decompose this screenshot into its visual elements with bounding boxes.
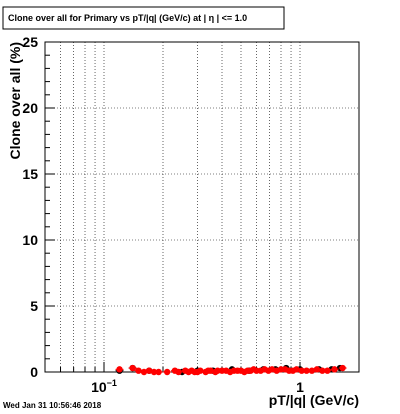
title-box bbox=[2, 6, 285, 30]
y-tick-label: 10 bbox=[22, 232, 38, 248]
data-point bbox=[313, 366, 321, 373]
y-tick-label: 25 bbox=[22, 34, 38, 50]
y-tick-label: 20 bbox=[22, 100, 38, 116]
data-point bbox=[324, 367, 331, 374]
data-point bbox=[116, 366, 123, 373]
y-tick-label: 0 bbox=[30, 364, 38, 380]
y-tick-label: 5 bbox=[30, 298, 38, 314]
x-tick-label: 1 bbox=[296, 379, 304, 395]
x-axis-label: pT/|q| (GeV/c) bbox=[269, 392, 359, 408]
data-point bbox=[129, 364, 136, 372]
points-layer bbox=[115, 364, 347, 376]
x-tick-label: 10−1 bbox=[91, 378, 117, 395]
data-point bbox=[339, 364, 346, 372]
data-point bbox=[155, 368, 162, 376]
y-tick-label: 15 bbox=[22, 166, 38, 182]
data-point bbox=[135, 367, 142, 374]
data-point bbox=[150, 368, 158, 376]
data-point bbox=[175, 368, 182, 376]
data-point bbox=[197, 367, 204, 374]
timestamp: Wed Jan 31 10:56:46 2018 bbox=[3, 401, 102, 410]
data-point bbox=[303, 367, 310, 374]
data-point bbox=[331, 366, 338, 373]
data-point bbox=[163, 368, 171, 376]
data-point bbox=[319, 367, 326, 374]
data-point bbox=[298, 367, 305, 374]
chart-title: Clone over all for Primary vs pT/|q| (Ge… bbox=[8, 13, 247, 23]
labels-layer: 0 5 10 15 20 25 10−1 1 bbox=[22, 34, 304, 395]
y-axis-label: Clone over all (%) bbox=[7, 42, 23, 159]
